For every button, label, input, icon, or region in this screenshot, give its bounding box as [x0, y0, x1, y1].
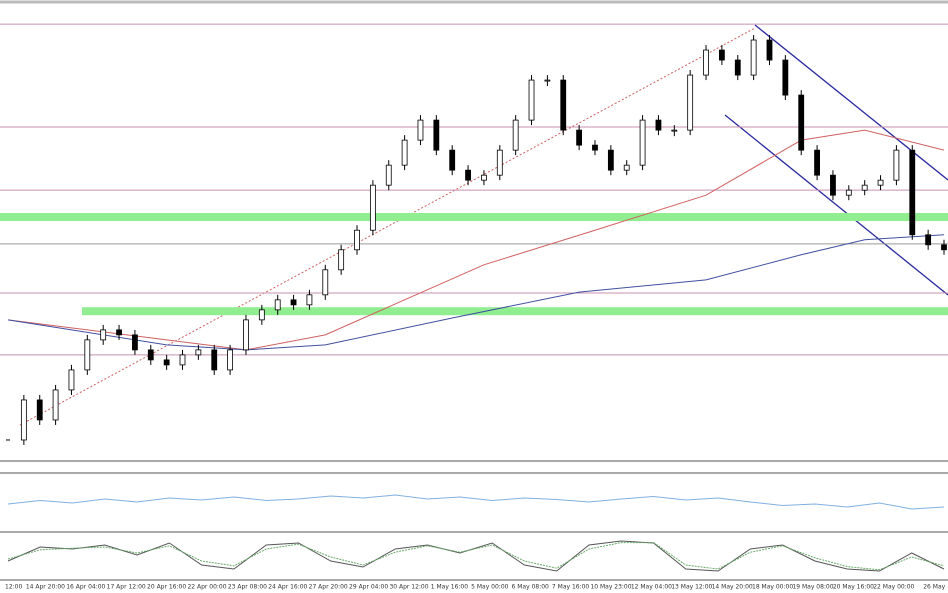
candle	[893, 149, 900, 181]
candle	[369, 184, 376, 231]
x-tick-label: 1 May 16:00	[431, 584, 469, 591]
candle	[20, 399, 27, 441]
candle	[687, 74, 694, 131]
candle	[576, 129, 583, 146]
candle	[798, 94, 805, 151]
moving-average	[7, 129, 945, 351]
support-zone	[0, 213, 948, 222]
x-tick-label: 12:00	[5, 584, 22, 591]
candle	[718, 49, 725, 61]
candle	[227, 349, 234, 371]
x-tick-label: 7 May 16:00	[552, 584, 590, 591]
candle	[639, 119, 646, 166]
candle	[925, 234, 932, 246]
candle	[909, 149, 916, 236]
candle	[36, 399, 43, 421]
x-tick-label: 12 May 04:00	[631, 584, 672, 591]
moving-average	[7, 234, 945, 351]
candle	[607, 149, 614, 171]
candle	[52, 389, 59, 421]
x-tick-label: 6 May 08:00	[512, 584, 550, 591]
candle	[100, 329, 107, 341]
candle	[814, 149, 820, 176]
candle	[195, 349, 202, 356]
x-tick-label: 20 May 16:00	[833, 584, 874, 591]
candle	[322, 269, 329, 296]
x-tick-label: 5 May 00:00	[471, 584, 509, 591]
candle	[116, 329, 122, 336]
candle	[274, 299, 281, 311]
x-tick-label: 14 May 20:00	[712, 584, 753, 591]
channel-line	[754, 24, 948, 181]
x-tick-label: 10 May 23:00	[590, 584, 631, 591]
candle	[179, 354, 186, 366]
candle	[147, 349, 154, 361]
x-tick-label: 27 Apr 20:00	[309, 584, 348, 591]
candle	[306, 294, 313, 306]
x-tick-label: 20 Apr 16:00	[147, 584, 186, 591]
support-zone	[82, 307, 948, 316]
x-tick-label: 17 Apr 12:00	[107, 584, 146, 591]
candle	[830, 174, 836, 196]
candle	[385, 164, 392, 186]
candle	[592, 144, 598, 151]
candle	[258, 309, 265, 321]
candle	[433, 119, 440, 151]
candle	[401, 139, 408, 166]
candle	[211, 349, 218, 371]
x-tick-label: 14 Apr 20:00	[26, 584, 65, 591]
candle	[671, 129, 678, 132]
candle	[845, 189, 852, 196]
candle	[528, 79, 535, 121]
candle	[941, 244, 947, 251]
stoch_k-line	[7, 540, 945, 572]
candle	[623, 164, 630, 171]
candle	[338, 249, 345, 271]
candle	[750, 39, 757, 76]
candle	[877, 179, 884, 186]
candle	[560, 79, 567, 131]
x-tick-label: 26 May	[923, 584, 945, 591]
candle	[782, 59, 789, 96]
candle	[354, 229, 360, 251]
trend-line	[19, 27, 756, 426]
candle	[512, 119, 519, 151]
x-tick-label: 19 May 08:00	[792, 584, 833, 591]
candle	[290, 299, 297, 306]
candle	[766, 39, 773, 61]
x-tick-label: 23 Apr 08:00	[228, 584, 267, 591]
x-tick-label: 24 Apr 16:00	[268, 584, 307, 591]
candle	[861, 184, 868, 191]
x-tick-label: 30 Apr 12:00	[389, 584, 428, 591]
candle	[243, 319, 249, 351]
stoch_d-line	[7, 542, 945, 571]
candle	[68, 369, 75, 391]
x-tick-label: 16 Apr 04:00	[66, 584, 105, 591]
candle	[132, 334, 138, 351]
candle	[449, 149, 456, 171]
candle	[417, 119, 424, 141]
x-tick-label: 22 Apr 00:00	[187, 584, 226, 591]
candle	[496, 149, 503, 176]
channel-line	[724, 114, 948, 296]
candle	[465, 169, 471, 181]
x-tick-label: 29 Apr 04:00	[349, 584, 388, 591]
x-tick-label: 18 May 00:00	[752, 584, 793, 591]
candle	[655, 119, 662, 131]
candle	[544, 79, 551, 82]
candle	[734, 59, 741, 76]
candle	[84, 339, 91, 371]
candle	[481, 174, 487, 181]
rsi-line	[7, 494, 945, 510]
x-tick-label: 13 May 12:00	[671, 584, 712, 591]
x-tick-label: 22 May 00:00	[873, 584, 914, 591]
candle	[703, 49, 709, 76]
candle	[163, 359, 170, 366]
